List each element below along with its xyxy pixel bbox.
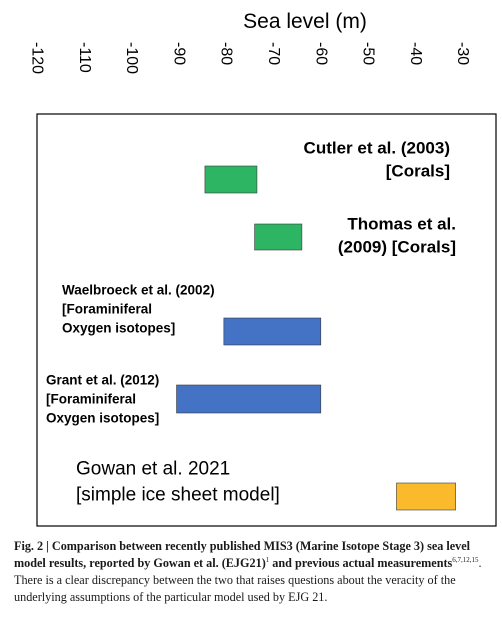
plot-frame	[36, 113, 497, 527]
range-bars	[176, 165, 456, 511]
x-tick-label: -90	[170, 42, 187, 65]
x-tick-label: -100	[123, 42, 140, 74]
range-bar	[204, 165, 258, 194]
range-bar	[176, 384, 322, 414]
bar-label-line: Oxygen isotopes]	[62, 321, 175, 336]
x-tick-label: -70	[265, 42, 282, 65]
range-bar	[254, 223, 303, 251]
x-tick-label: -120	[29, 42, 46, 74]
sea-level-chart: Sea level (m) -120 -110 -100 -90 -80 -70 -60 -5…	[29, 10, 497, 527]
caption-bold: Fig. 2 | Comparison between recently pub…	[14, 539, 471, 570]
bar-label-line: Cutler et al. (2003)	[304, 139, 450, 158]
bar-label-line: Grant et al. (2012)	[46, 373, 159, 388]
x-tick-label: -110	[76, 42, 93, 73]
bar-label-line: Gowan et al. 2021	[76, 459, 230, 480]
caption-text: . There is a clear discrepancy between t…	[14, 556, 482, 604]
x-tick-label: -60	[312, 42, 329, 65]
x-tick-label: -40	[407, 42, 424, 65]
bar-label-line: (2009) [Corals]	[338, 238, 456, 257]
caption-ref-1: 1	[265, 555, 270, 564]
bar-label-line: Waelbroeck et al. (2002)	[62, 283, 215, 298]
bar-label-line: [simple ice sheet model]	[76, 485, 280, 506]
caption-bold-2: and previous actual measurements	[269, 556, 453, 570]
bar-label-line: Oxygen isotopes]	[46, 411, 159, 426]
bar-labels: Cutler et al. (2003) [Corals] Thomas et al…	[46, 139, 456, 506]
bar-label-line: [Corals]	[386, 162, 450, 181]
x-axis-ticks: -120 -110 -100 -90 -80 -70 -60 -50 -40 -30	[29, 42, 472, 74]
caption-refs: 6,7,12,15	[452, 555, 479, 564]
figure-caption: Fig. 2 | Comparison between recently pub…	[14, 538, 496, 606]
bar-label-line: Thomas et al.	[347, 215, 456, 234]
range-bar	[223, 317, 322, 346]
bar-label-line: [Foraminiferal	[62, 302, 152, 317]
bar-label-line: [Foraminiferal	[46, 392, 136, 407]
range-bar	[396, 482, 456, 511]
x-axis-title: Sea level (m)	[243, 10, 367, 33]
x-tick-label: -50	[360, 42, 377, 65]
x-tick-label: -30	[454, 42, 471, 65]
x-tick-label: -80	[218, 42, 235, 65]
